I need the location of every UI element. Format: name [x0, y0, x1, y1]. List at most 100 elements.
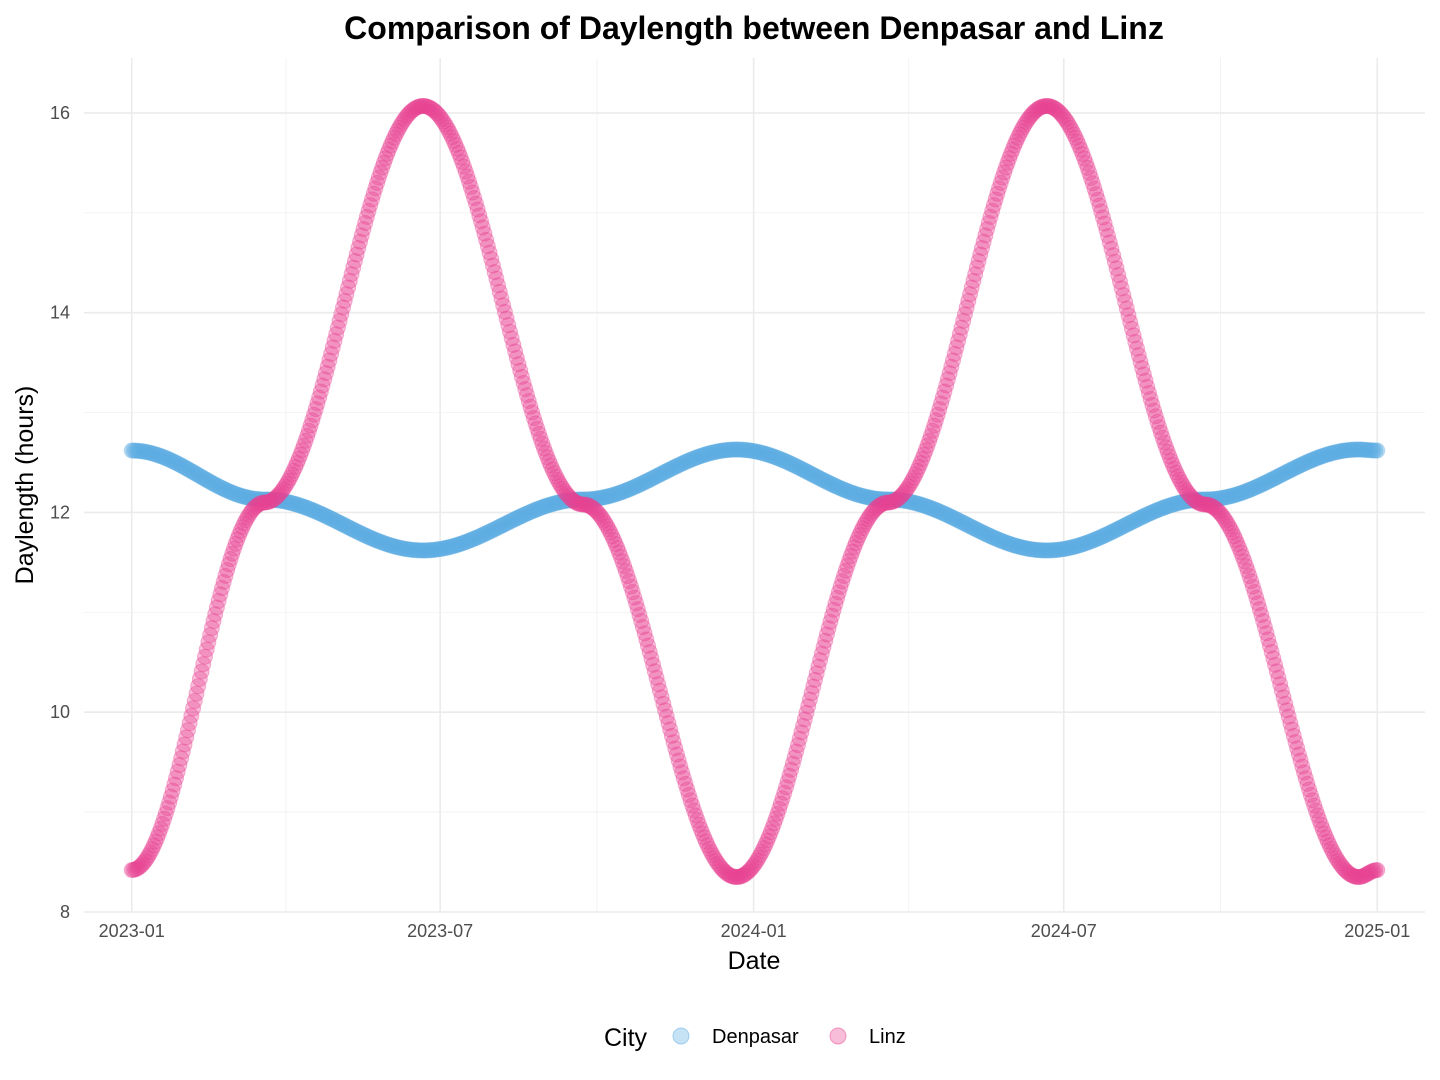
point-linz [902, 475, 919, 492]
point-linz [720, 866, 737, 883]
point-linz [217, 567, 234, 584]
point-linz [309, 395, 326, 412]
point-linz [662, 721, 679, 738]
point-linz [1215, 510, 1232, 527]
point-linz [1006, 137, 1023, 154]
point-linz [1089, 191, 1106, 208]
point-linz [926, 417, 943, 434]
point-denpasar [294, 498, 311, 515]
point-linz [1287, 734, 1304, 751]
point-linz [457, 163, 474, 180]
point-denpasar [525, 502, 542, 519]
point-linz [732, 868, 749, 885]
point-linz [392, 116, 409, 133]
point-denpasar [428, 541, 445, 558]
point-denpasar [585, 490, 602, 507]
point-linz [622, 578, 639, 595]
point-linz [169, 763, 186, 780]
point-denpasar [1360, 442, 1377, 459]
point-linz [723, 868, 740, 885]
point-linz [573, 496, 590, 513]
point-denpasar [493, 517, 510, 534]
point-denpasar [513, 507, 530, 524]
point-denpasar [791, 459, 808, 476]
point-denpasar [924, 500, 941, 517]
point-denpasar [1302, 452, 1319, 469]
point-linz [1188, 493, 1205, 510]
point-denpasar [249, 491, 266, 508]
point-linz [1202, 497, 1219, 514]
point-denpasar [1333, 443, 1350, 460]
point-denpasar [634, 475, 651, 492]
point-linz [965, 272, 982, 289]
point-denpasar [1062, 539, 1079, 556]
point-linz [679, 781, 696, 798]
point-denpasar [220, 483, 237, 500]
point-denpasar [413, 542, 430, 559]
point-denpasar [367, 531, 384, 548]
point-denpasar [1204, 491, 1221, 508]
point-linz [1207, 500, 1224, 517]
point-linz [997, 159, 1014, 176]
point-linz [432, 108, 449, 125]
point-linz [355, 221, 372, 238]
point-linz [464, 184, 481, 201]
point-linz [958, 299, 975, 316]
point-denpasar [244, 490, 261, 507]
point-denpasar [335, 516, 351, 533]
point-denpasar [788, 458, 805, 475]
point-denpasar [941, 508, 958, 525]
point-denpasar [323, 510, 340, 527]
point-linz [742, 861, 759, 878]
point-denpasar [921, 499, 938, 516]
point-linz [556, 483, 573, 500]
point-linz [575, 496, 592, 513]
point-linz [1178, 482, 1195, 499]
point-linz [999, 154, 1016, 171]
point-denpasar [897, 492, 914, 509]
point-linz [534, 435, 551, 452]
point-linz [391, 119, 408, 136]
point-denpasar [641, 471, 658, 488]
point-linz [900, 478, 917, 495]
point-denpasar [1054, 541, 1071, 558]
point-denpasar [288, 496, 305, 513]
point-linz [467, 195, 484, 212]
point-denpasar [273, 492, 290, 509]
point-denpasar [1307, 450, 1324, 467]
point-denpasar [1321, 445, 1338, 462]
point-denpasar [706, 444, 723, 461]
point-linz [224, 545, 241, 562]
point-linz [640, 637, 656, 654]
point-denpasar [565, 491, 582, 508]
point-denpasar [152, 448, 169, 465]
point-denpasar [553, 493, 570, 510]
point-denpasar [910, 496, 927, 513]
point-linz [418, 98, 435, 115]
point-linz [398, 109, 415, 126]
point-linz [910, 458, 927, 475]
point-linz [1115, 287, 1132, 304]
point-linz [1204, 498, 1221, 515]
point-denpasar [767, 449, 784, 466]
point-denpasar [742, 442, 759, 459]
point-linz [1350, 869, 1367, 886]
point-denpasar [1244, 480, 1261, 497]
point-denpasar [1243, 481, 1260, 498]
point-linz [933, 395, 950, 412]
point-denpasar [985, 529, 1002, 546]
point-denpasar [427, 541, 444, 558]
point-linz [713, 859, 730, 876]
point-linz [1326, 847, 1343, 864]
point-denpasar [1282, 462, 1299, 479]
point-denpasar [1207, 490, 1224, 507]
point-denpasar [314, 506, 331, 523]
point-denpasar [1278, 463, 1295, 480]
point-linz [628, 595, 645, 612]
point-linz [1205, 499, 1222, 516]
point-denpasar [481, 523, 498, 540]
point-denpasar [592, 489, 609, 506]
point-denpasar [945, 509, 962, 526]
point-denpasar [1285, 460, 1302, 477]
point-linz [428, 105, 445, 122]
